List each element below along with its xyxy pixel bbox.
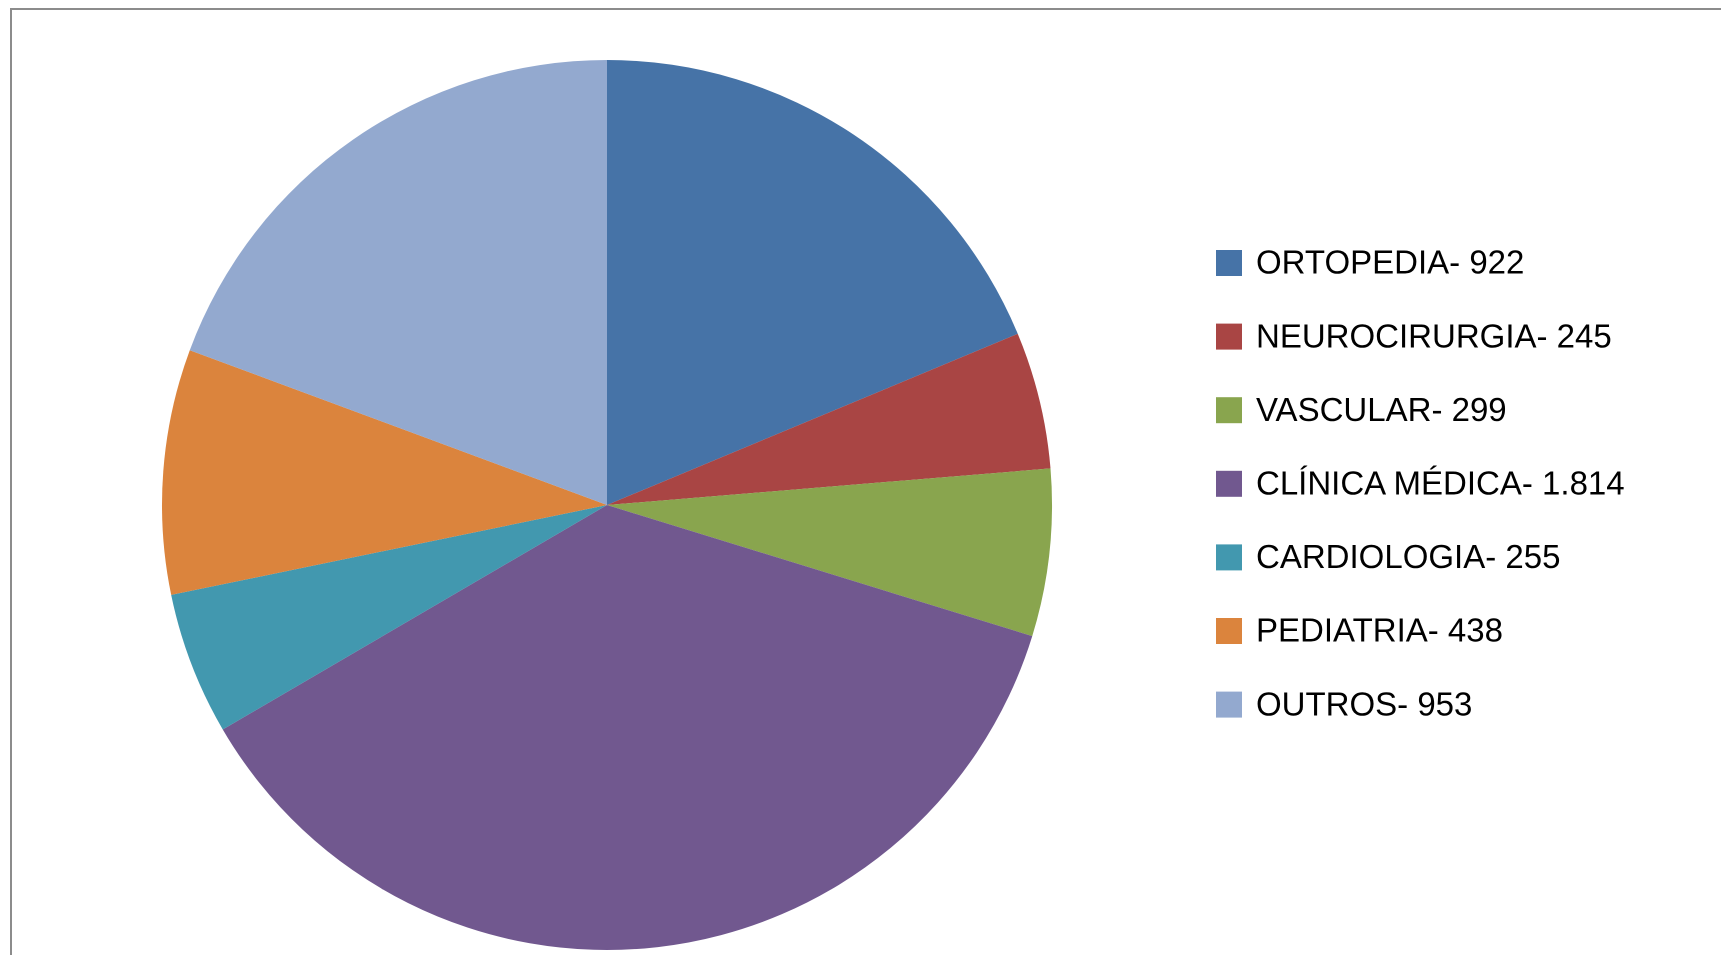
legend-label: OUTROS- 953 (1256, 685, 1472, 722)
pie-slice (222, 505, 1033, 951)
legend-swatch (1216, 250, 1242, 276)
legend-swatch (1216, 323, 1242, 350)
pie-slice (607, 333, 1051, 505)
legend-label: PEDIATRIA- 438 (1256, 612, 1503, 649)
legend-swatch (1216, 691, 1242, 718)
legend-label: ORTOPEDIA- 922 (1256, 244, 1524, 281)
pie-slice (607, 468, 1052, 637)
legend-label: CLÍNICA MÉDICA- 1.814 (1256, 465, 1625, 502)
legend-swatch (1216, 618, 1242, 644)
legend-label: CARDIOLOGIA- 255 (1256, 538, 1560, 575)
legend-swatch (1216, 470, 1242, 497)
pie-slice (171, 505, 607, 730)
pie-slice (607, 60, 1018, 505)
legend-label: VASCULAR- 299 (1256, 391, 1507, 428)
legend-swatch (1216, 544, 1242, 571)
pie-slice (162, 350, 607, 595)
legend-swatch (1216, 397, 1242, 424)
pie-slice (189, 60, 608, 505)
legend-label: NEUROCIRURGIA- 245 (1256, 317, 1612, 354)
